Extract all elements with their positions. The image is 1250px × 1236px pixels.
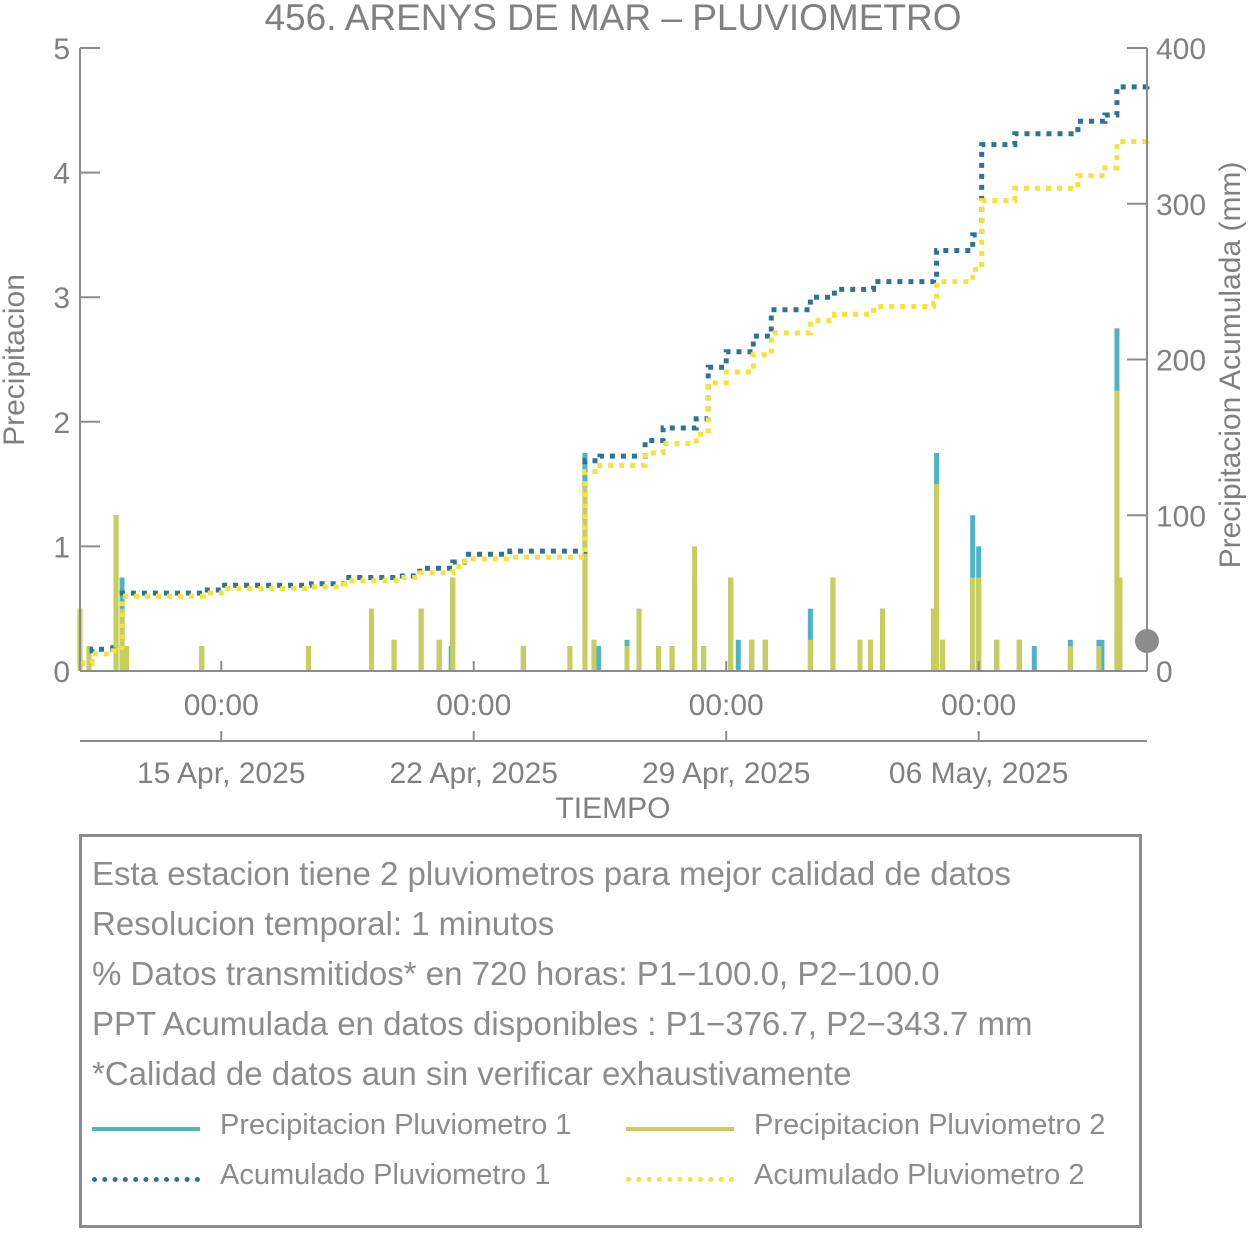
precip-p2-bar bbox=[970, 577, 976, 671]
x-tick-time-label: 00:00 bbox=[184, 689, 259, 722]
precip-p2-bar bbox=[436, 639, 442, 671]
y-left-tick-label: 3 bbox=[53, 282, 70, 315]
legend-label-precip-p1: Precipitacion Pluviometro 1 bbox=[220, 1109, 572, 1141]
precip-p2-bar bbox=[450, 577, 456, 671]
info-box: Esta estacion tiene 2 pluviometros para … bbox=[79, 834, 1142, 1228]
y-left-tick-label: 5 bbox=[53, 33, 70, 66]
x-tick-time-label: 00:00 bbox=[436, 689, 511, 722]
precip-p2-bar bbox=[520, 646, 526, 671]
legend-label-accum-p2: Acumulado Pluviometro 2 bbox=[754, 1159, 1085, 1191]
y-left-tick-label: 4 bbox=[53, 158, 70, 191]
y-right-tick-label: 0 bbox=[1156, 656, 1173, 689]
precip-p2-bar bbox=[762, 639, 768, 671]
precip-p1-bar bbox=[1031, 646, 1037, 671]
accum-p2-line bbox=[80, 135, 1150, 666]
precip-p2-bar bbox=[1096, 646, 1102, 671]
precip-p2-bar bbox=[86, 646, 92, 671]
precip-p2-bar bbox=[567, 646, 573, 671]
precip-p2-bar bbox=[369, 608, 375, 671]
precip-p2-bar bbox=[940, 639, 946, 671]
precip-p2-bar bbox=[305, 646, 311, 671]
precip-p2-bar bbox=[976, 577, 982, 671]
precip-p2-bar bbox=[1067, 646, 1073, 671]
precip-p1-bars bbox=[77, 328, 1123, 671]
precip-p2-bar bbox=[934, 484, 940, 671]
precip-p2-bar bbox=[701, 646, 707, 671]
precip-p2-bars bbox=[77, 390, 1123, 671]
precip-p2-bar bbox=[391, 639, 397, 671]
y-right-tick-label: 300 bbox=[1156, 189, 1206, 222]
chart-title: 456. ARENYS DE MAR – PLUVIOMETRO bbox=[264, 0, 961, 38]
legend-swatch-accum-p2 bbox=[626, 1177, 734, 1182]
info-line-resolution: Resolucion temporal: 1 minutos bbox=[92, 905, 555, 942]
precip-p1-bar bbox=[735, 639, 741, 671]
precip-p2-bar bbox=[728, 577, 734, 671]
precip-p2-bar bbox=[119, 608, 125, 671]
legend-item-accum-p2[interactable]: Acumulado Pluviometro 2 bbox=[626, 1159, 1136, 1199]
precip-p2-bar bbox=[867, 639, 873, 671]
info-line-transmitted: % Datos transmitidos* en 720 horas: P1−1… bbox=[92, 955, 940, 992]
legend-item-accum-p1[interactable]: Acumulado Pluviometro 1 bbox=[92, 1159, 612, 1199]
precip-p2-bar bbox=[749, 639, 755, 671]
precip-p2-bar bbox=[931, 608, 937, 671]
y-right-tick-label: 400 bbox=[1156, 33, 1206, 66]
legend-item-precip-p2[interactable]: Precipitacion Pluviometro 2 bbox=[626, 1109, 1136, 1149]
precip-p2-bar bbox=[656, 646, 662, 671]
x-tick-date-label: 06 May, 2025 bbox=[889, 757, 1069, 790]
precip-p2-bar bbox=[591, 639, 597, 671]
precip-p2-bar bbox=[807, 639, 813, 671]
precip-p2-bar bbox=[124, 646, 130, 671]
legend-item-precip-p1[interactable]: Precipitacion Pluviometro 1 bbox=[92, 1109, 612, 1149]
precip-p2-bar bbox=[669, 646, 675, 671]
accumulated-lines bbox=[80, 83, 1150, 666]
y-right-tick-label: 200 bbox=[1156, 345, 1206, 378]
y-right-tick-label: 100 bbox=[1156, 500, 1206, 533]
y-axis-left-label: Precipitacion bbox=[0, 274, 31, 446]
x-tick-date-label: 15 Apr, 2025 bbox=[137, 757, 306, 790]
precip-p2-bar bbox=[113, 515, 119, 671]
precip-p2-bar bbox=[636, 608, 642, 671]
precip-p2-bar bbox=[418, 608, 424, 671]
x-tick-date-label: 29 Apr, 2025 bbox=[642, 757, 811, 790]
legend-label-accum-p1: Acumulado Pluviometro 1 bbox=[220, 1159, 551, 1191]
x-tick-date-label: 22 Apr, 2025 bbox=[389, 757, 558, 790]
info-line-accumulated: PPT Acumulada en datos disponibles : P1−… bbox=[92, 1005, 1033, 1042]
x-axis-label: TIEMPO bbox=[555, 792, 670, 825]
precip-p2-bar bbox=[1114, 390, 1120, 671]
legend-swatch-accum-p1 bbox=[92, 1177, 200, 1182]
range-handle[interactable] bbox=[1135, 629, 1159, 653]
precip-p2-bar bbox=[624, 646, 630, 671]
precip-p2-bar bbox=[830, 577, 836, 671]
legend-swatch-precip-p2 bbox=[626, 1127, 734, 1131]
precip-p1-bar bbox=[595, 646, 601, 671]
axes: 0 1 2 3 4 5 0 100 200 300 400 00:00 15 Apr, 2025 00:0… bbox=[53, 33, 1206, 790]
precip-p2-bar bbox=[582, 484, 588, 671]
y-left-tick-label: 2 bbox=[53, 407, 70, 440]
y-left-tick-label: 1 bbox=[53, 531, 70, 564]
precip-p2-bar bbox=[1117, 577, 1123, 671]
precip-p2-bar bbox=[692, 546, 698, 671]
precip-p2-bar bbox=[857, 639, 863, 671]
precip-p2-bar bbox=[199, 646, 205, 671]
chart: 456. ARENYS DE MAR – PLUVIOMETRO Precipi… bbox=[0, 0, 1247, 825]
x-tick-time-label: 00:00 bbox=[941, 689, 1016, 722]
x-tick-time-label: 00:00 bbox=[689, 689, 764, 722]
info-line-quality: *Calidad de datos aun sin verificar exha… bbox=[92, 1055, 852, 1092]
precip-p2-bar bbox=[994, 639, 1000, 671]
precip-p2-bar bbox=[1016, 639, 1022, 671]
info-line-stations: Esta estacion tiene 2 pluviometros para … bbox=[92, 855, 1012, 892]
legend-swatch-precip-p1 bbox=[92, 1127, 200, 1131]
accum-p1-line bbox=[80, 83, 1150, 666]
y-axis-right-label: Precipitacion Acumulada (mm) bbox=[1214, 162, 1247, 569]
legend-label-precip-p2: Precipitacion Pluviometro 2 bbox=[754, 1109, 1106, 1141]
precip-p1-bar bbox=[1099, 639, 1105, 671]
y-left-tick-label: 0 bbox=[53, 656, 70, 689]
precip-p2-bar bbox=[880, 608, 886, 671]
